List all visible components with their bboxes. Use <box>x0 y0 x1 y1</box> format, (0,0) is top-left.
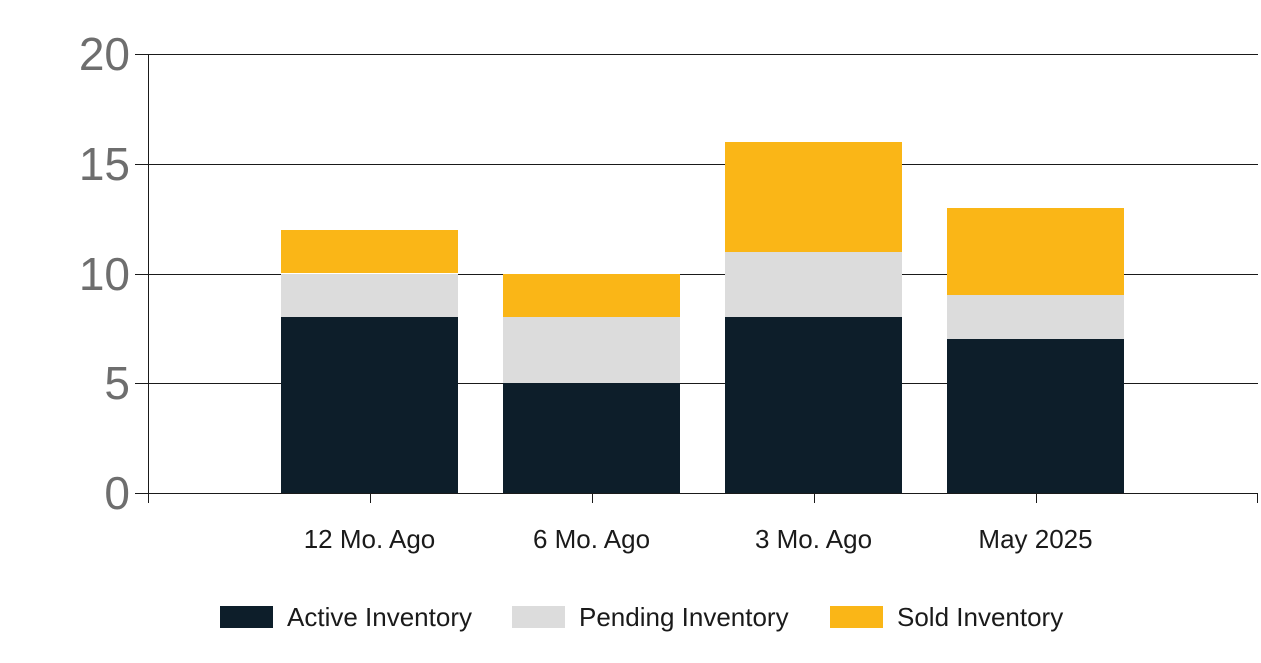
x-axis-tick <box>591 493 593 503</box>
x-axis-end-tick <box>1257 493 1258 503</box>
y-axis-tick-label: 15 <box>78 137 130 190</box>
gridline-15 <box>135 163 1258 165</box>
x-axis-tick <box>1035 493 1037 503</box>
gridline-10 <box>135 273 1258 275</box>
y-axis-tick-label: 0 <box>104 467 130 519</box>
y-axis-tick-label: 10 <box>78 247 130 300</box>
bar-segment-pending-inventory <box>503 317 680 384</box>
legend-item-pending-inventory: Pending Inventory <box>512 602 789 632</box>
legend-swatch-pending-inventory <box>512 606 565 628</box>
gridline-20 <box>135 54 1258 55</box>
legend-label: Active Inventory <box>287 602 472 632</box>
y-axis-tick-label: 5 <box>104 357 130 410</box>
legend-item-active-inventory: Active Inventory <box>220 602 472 632</box>
gridline-5 <box>135 383 1258 385</box>
x-axis-tick-label: 3 Mo. Ago <box>754 524 873 554</box>
legend-item-sold-inventory: Sold Inventory <box>830 602 1063 632</box>
x-axis-tick-label: 6 Mo. Ago <box>532 524 651 554</box>
bar-segment-pending-inventory <box>947 295 1124 340</box>
bar-segment-active-inventory <box>503 383 680 493</box>
x-axis-tick-label: May 2025 <box>978 524 1093 554</box>
bar-segment-sold-inventory <box>725 141 902 252</box>
legend-swatch-sold-inventory <box>830 606 883 628</box>
x-axis-tick <box>813 493 815 503</box>
bar-segment-pending-inventory <box>281 273 458 318</box>
bar-segment-sold-inventory <box>281 229 458 274</box>
y-axis-tick-label: 20 <box>78 28 130 80</box>
chart-legend: Active Inventory Pending Inventory Sold In… <box>0 598 1261 632</box>
bar-segment-active-inventory <box>725 317 902 493</box>
bar-segment-pending-inventory <box>725 251 902 318</box>
legend-swatch-active-inventory <box>220 606 273 628</box>
bar-segment-active-inventory <box>947 339 1124 493</box>
x-axis-tick <box>369 493 371 503</box>
legend-label: Sold Inventory <box>897 602 1064 632</box>
bar-segment-active-inventory <box>281 317 458 493</box>
bar-segment-sold-inventory <box>503 273 680 318</box>
y-axis-line <box>148 54 149 503</box>
x-axis-tick-label: 12 Mo. Ago <box>303 524 436 554</box>
legend-label: Pending Inventory <box>579 602 789 632</box>
bar-segment-sold-inventory <box>947 207 1124 296</box>
gridline-0 <box>135 493 1258 494</box>
